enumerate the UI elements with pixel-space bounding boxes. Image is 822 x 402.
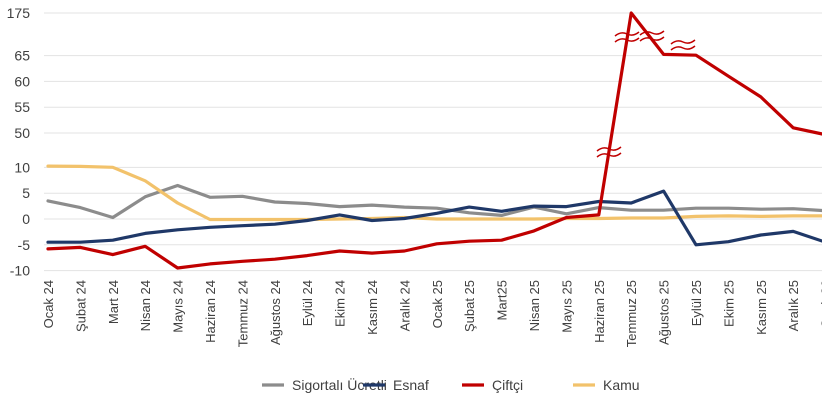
break-mark bbox=[614, 31, 640, 37]
series-line bbox=[46, 189, 822, 247]
x-tick-label: Ekim 24 bbox=[333, 280, 348, 327]
x-tick-label: Kasım 24 bbox=[365, 280, 380, 335]
break-mark bbox=[596, 146, 622, 152]
legend: Sigortalı Ücretli Esnaf Çiftçi Kamu bbox=[262, 376, 640, 393]
y-tick-label: 50 bbox=[14, 125, 30, 141]
break-mark bbox=[614, 37, 640, 43]
series-line bbox=[46, 164, 822, 222]
x-tick-label: Mayıs 25 bbox=[559, 280, 574, 333]
x-tick-label: Ocak 24 bbox=[41, 280, 56, 328]
break-mark bbox=[670, 39, 696, 45]
y-tick-label: 10 bbox=[14, 159, 30, 175]
x-tick-label: Şubat 24 bbox=[73, 280, 88, 332]
legend-label: Kamu bbox=[603, 377, 640, 393]
x-tick-label: Aralık 24 bbox=[397, 280, 412, 331]
x-tick-label: Ağustos 25 bbox=[657, 280, 672, 345]
x-tick-label: Temmuz 24 bbox=[235, 280, 250, 347]
x-tick-label: Mart25 bbox=[495, 280, 510, 320]
y-tick-label: -10 bbox=[10, 263, 30, 279]
x-tick-label: Haziran 24 bbox=[203, 280, 218, 343]
x-tick-label: Temmuz 25 bbox=[624, 280, 639, 347]
x-tick-label: Şubat 25 bbox=[462, 280, 477, 332]
x-tick-label: Eylül 24 bbox=[300, 280, 315, 326]
break-mark bbox=[639, 36, 665, 42]
series-line bbox=[46, 11, 822, 270]
x-tick-label: Ocak 26 bbox=[819, 280, 822, 328]
x-tick-label: Ekim 25 bbox=[721, 280, 736, 327]
x-axis-tick-labels: Ocak 24 Şubat 24 Mart 24 Nisan 24 Mayıs 24 Ha… bbox=[41, 280, 822, 347]
series-line bbox=[46, 183, 822, 220]
x-tick-label: Mart 24 bbox=[106, 280, 121, 324]
y-tick-label: 5 bbox=[22, 185, 30, 201]
axis-break-marks bbox=[596, 30, 696, 158]
x-tick-label: Nisan 24 bbox=[138, 280, 153, 331]
x-tick-label: Eylül 25 bbox=[689, 280, 704, 326]
x-tick-label: Ağustos 24 bbox=[268, 280, 283, 345]
y-tick-label: 175 bbox=[7, 5, 31, 21]
x-tick-label: Kasım 25 bbox=[754, 280, 769, 335]
break-mark bbox=[596, 152, 622, 158]
break-mark bbox=[639, 30, 665, 36]
legend-label: Sigortalı Ücretli bbox=[292, 376, 387, 393]
y-tick-label: -5 bbox=[18, 237, 31, 253]
x-tick-label: Nisan 25 bbox=[527, 280, 542, 331]
y-tick-label: 55 bbox=[14, 99, 30, 115]
x-tick-label: Aralık 25 bbox=[786, 280, 801, 331]
legend-label: Çiftçi bbox=[492, 377, 523, 393]
break-mark bbox=[670, 45, 696, 51]
y-tick-label: 0 bbox=[22, 211, 30, 227]
x-tick-label: Ocak 25 bbox=[430, 280, 445, 328]
y-tick-label: 60 bbox=[14, 73, 30, 89]
x-tick-label: Mayıs 24 bbox=[171, 280, 186, 333]
series-lines bbox=[46, 11, 822, 270]
y-tick-label: 65 bbox=[14, 48, 30, 64]
x-tick-label: Haziran 25 bbox=[592, 280, 607, 343]
legend-label: Esnaf bbox=[393, 377, 429, 393]
